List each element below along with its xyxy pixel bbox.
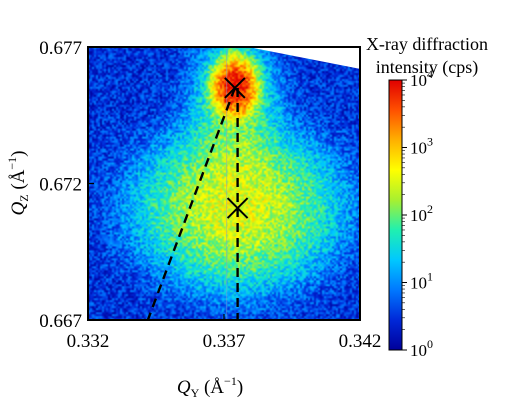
y-axis-label: QZ (Å−1) bbox=[5, 151, 31, 216]
y-axis-label-group: QZ (Å−1) bbox=[5, 151, 31, 216]
x-axis-label: QY (Å−1) bbox=[177, 374, 243, 400]
y-tick-label: 0.677 bbox=[39, 38, 82, 59]
colorbar-title-line1: X-ray diffraction bbox=[366, 34, 488, 54]
y-axis-ticks: 0.667 0.672 0.677 bbox=[39, 38, 94, 332]
colorbar-tick-label: 100 bbox=[410, 337, 433, 360]
colorbar-tick-label: 101 bbox=[410, 270, 433, 293]
x-tick-label: 0.332 bbox=[67, 331, 110, 352]
colorbar-tick-label: 102 bbox=[410, 202, 433, 225]
colorbar-bar bbox=[388, 79, 403, 351]
plot-area bbox=[87, 46, 361, 321]
intensity-heatmap bbox=[88, 47, 360, 320]
colorbar-tick-label: 103 bbox=[410, 135, 433, 158]
y-tick-label: 0.667 bbox=[39, 311, 82, 332]
diagonal-guide bbox=[146, 87, 237, 320]
x-tick-label: 0.342 bbox=[339, 331, 382, 352]
upper-cross bbox=[224, 77, 246, 99]
colorbar-title-line2: intensity (cps) bbox=[376, 57, 478, 78]
x-tick-label: 0.337 bbox=[203, 331, 246, 352]
lower-cross bbox=[226, 197, 249, 219]
guide-lines bbox=[146, 87, 239, 320]
intensity-map-image bbox=[88, 47, 360, 320]
peak-markers bbox=[224, 77, 249, 219]
colorbar: X-ray diffraction intensity (cps) 104 103… bbox=[366, 34, 488, 360]
colorbar-ticks: 104 103 102 101 100 bbox=[402, 67, 433, 360]
colorbar-tick-label: 104 bbox=[410, 67, 433, 90]
x-axis-ticks: 0.332 0.337 0.342 bbox=[67, 314, 382, 352]
unmeasured-region bbox=[248, 47, 360, 69]
y-tick-label: 0.672 bbox=[39, 175, 82, 196]
